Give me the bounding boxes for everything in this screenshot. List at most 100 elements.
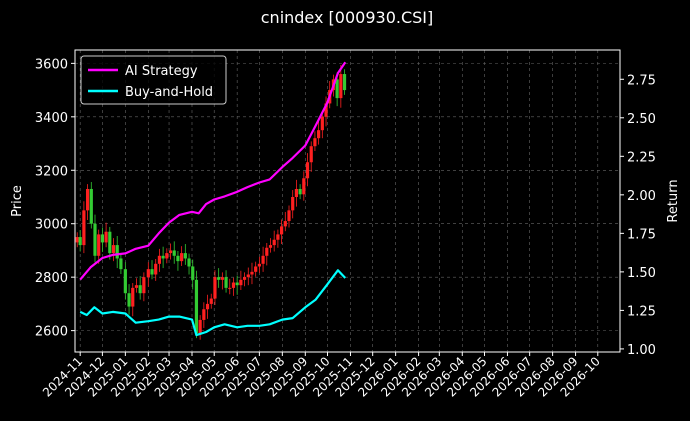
candle-body xyxy=(339,74,343,99)
y-axis-label: Price xyxy=(10,185,25,217)
candle-body xyxy=(93,223,97,256)
candle-body xyxy=(100,234,104,243)
candle-body xyxy=(168,250,173,254)
legend: AI Strategy Buy-and-Hold xyxy=(80,55,227,105)
y2-tick-label: 1.00 xyxy=(627,343,656,358)
candle-body xyxy=(123,269,127,294)
candle-body xyxy=(217,277,221,280)
candle-body xyxy=(246,274,250,278)
legend-label-buy-and-hold: Buy-and-Hold xyxy=(125,85,213,100)
y-tick-label: 2800 xyxy=(35,271,68,286)
series-line-ai-strategy xyxy=(79,61,347,281)
candle-body xyxy=(209,298,213,304)
candle-body xyxy=(78,237,82,246)
grid-lines xyxy=(75,50,620,352)
candle-body xyxy=(265,247,269,256)
candle-body xyxy=(165,253,169,259)
candlestick-series xyxy=(75,64,347,340)
candle-body xyxy=(309,146,313,163)
candle-body xyxy=(239,279,243,286)
right-y-axis: 1.00 1.25 1.50 1.75 2.00 2.25 2.50 2.75 xyxy=(620,73,656,358)
y2-tick-label: 2.00 xyxy=(627,189,656,204)
candle-body xyxy=(220,277,224,280)
y2-tick-label: 2.25 xyxy=(627,150,656,165)
candle-body xyxy=(335,79,339,99)
candle-body xyxy=(205,303,210,310)
candle-body xyxy=(317,130,321,139)
candle-body xyxy=(272,239,276,246)
candle-body xyxy=(287,210,291,222)
candle-body xyxy=(298,188,302,195)
candle-body xyxy=(85,188,90,211)
candle-body xyxy=(180,253,184,262)
y2-tick-label: 1.50 xyxy=(627,266,656,281)
candle-body xyxy=(242,277,247,280)
candle-body xyxy=(157,255,162,264)
plot-frame xyxy=(74,49,621,353)
candle-body xyxy=(89,188,93,224)
candle-body xyxy=(142,277,146,294)
candle-body xyxy=(294,188,299,197)
candle-body xyxy=(228,287,232,289)
candle-body xyxy=(108,231,112,254)
candle-body xyxy=(268,245,273,248)
candle-body xyxy=(127,293,131,307)
y-tick-label: 3600 xyxy=(35,57,68,72)
return-lines xyxy=(79,61,347,337)
candle-body xyxy=(313,138,317,147)
left-y-axis: 2600 2800 3000 3200 3400 3600 xyxy=(35,57,75,340)
candle-body xyxy=(283,221,287,227)
candle-body xyxy=(257,263,261,267)
candle-body xyxy=(138,285,142,294)
candle-body xyxy=(111,245,116,254)
candle-body xyxy=(235,282,239,286)
candle-body xyxy=(250,271,254,275)
candle-body xyxy=(202,309,206,320)
candle-body xyxy=(324,103,328,117)
y2-tick-label: 2.50 xyxy=(627,112,656,127)
candle-body xyxy=(194,279,199,334)
y2-axis-label: Return xyxy=(666,179,681,222)
candle-body xyxy=(302,178,306,195)
candle-body xyxy=(119,258,123,270)
candle-body xyxy=(291,196,295,211)
candle-body xyxy=(176,255,180,262)
candle-body xyxy=(146,269,150,278)
candle-body xyxy=(172,250,176,256)
series-line-buy-and-hold xyxy=(79,269,347,337)
y-tick-label: 3400 xyxy=(35,111,68,126)
candle-body xyxy=(231,282,236,288)
candle-body xyxy=(198,319,202,334)
candle-body xyxy=(254,266,258,272)
y-tick-label: 3200 xyxy=(35,164,68,179)
candle-body xyxy=(104,231,108,243)
y-tick-label: 3000 xyxy=(35,218,68,233)
candle-body xyxy=(115,245,119,259)
candle-body xyxy=(276,234,280,240)
candle-body xyxy=(320,116,324,131)
legend-label-ai-strategy: AI Strategy xyxy=(125,64,198,79)
candle-body xyxy=(279,226,284,235)
x-axis: 2024-112024-122025-012025-022025-032025-… xyxy=(40,352,603,400)
candle-body xyxy=(75,237,79,243)
chart-title: cnindex [000930.CSI] xyxy=(261,8,434,27)
candle-body xyxy=(213,277,217,299)
candle-body xyxy=(150,269,154,275)
y-tick-label: 2600 xyxy=(35,325,68,340)
candle-body xyxy=(191,266,195,280)
candle-body xyxy=(97,234,101,256)
candle-body xyxy=(82,210,86,246)
y2-tick-label: 1.75 xyxy=(627,227,656,242)
candle-body xyxy=(305,162,310,179)
candle-body xyxy=(224,277,228,288)
candle-body xyxy=(342,74,347,91)
candle-body xyxy=(134,285,139,288)
candle-body xyxy=(154,263,158,275)
y2-tick-label: 1.25 xyxy=(627,304,656,319)
candle-body xyxy=(131,287,135,307)
candle-body xyxy=(187,258,191,267)
candle-body xyxy=(261,255,265,264)
y2-tick-label: 2.75 xyxy=(627,73,656,88)
candle-body xyxy=(183,253,187,259)
